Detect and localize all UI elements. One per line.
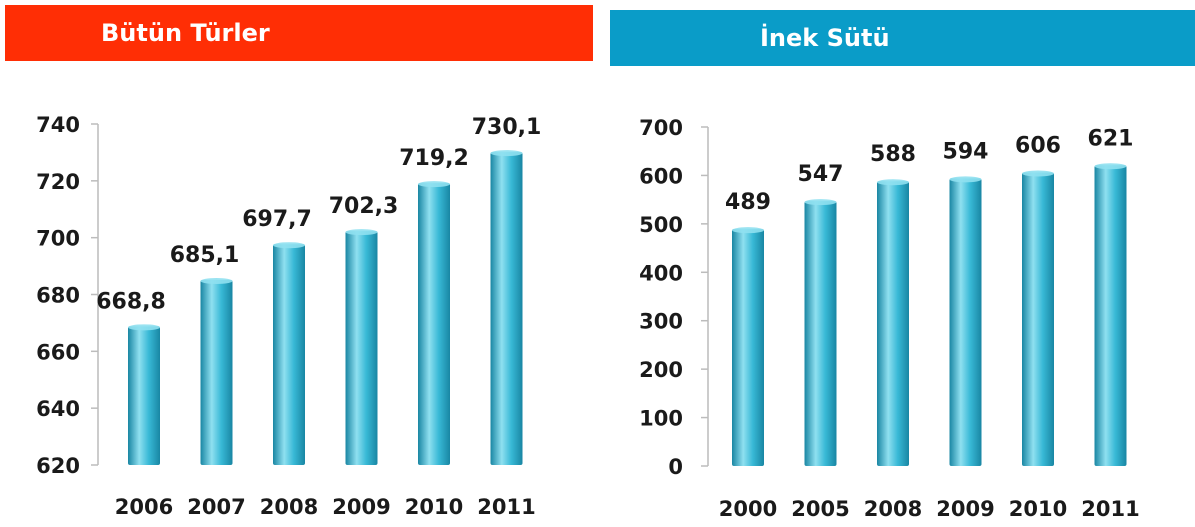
x-tick-label-2007: 2007 [187,495,245,519]
right-bar-chart: 0 100 200 300 400 500 600 700 489 2000 547 2005 588 2… [639,116,1140,521]
left-chart-panel: Bütün Türler 620 640 660 680 700 720 740 668,8 2… [5,5,593,519]
data-label-2010: 719,2 [399,146,469,171]
bar-2007 [200,280,233,465]
x-tick-label-2011: 2011 [477,495,535,519]
y-tick-label: 740 [36,113,80,137]
bar-top-cap [418,181,450,188]
x-tick-label-2010: 2010 [405,495,463,519]
y-tick-label: 700 [36,227,80,251]
y-tick-label: 700 [639,116,683,140]
y-tick-label: 640 [36,397,80,421]
data-label-2008: 588 [870,142,916,167]
y-tick-label: 500 [639,213,683,237]
x-tick-label-2006: 2006 [115,495,173,519]
bar-2008 [273,244,305,465]
data-label-2009: 594 [943,139,989,164]
bar-2006 [128,326,160,465]
bar-2011 [1094,165,1127,466]
bar-top-cap [1094,163,1127,170]
bar-top-cap [200,278,233,285]
bar-top-cap [128,324,160,331]
x-tick-label-2010: 2010 [1009,497,1067,521]
bar-top-cap [949,176,982,183]
y-tick-label: 0 [668,455,683,479]
bar-top-cap [273,242,305,249]
bar-top-cap [1022,170,1054,177]
data-label-2009: 702,3 [329,194,399,219]
right-chart-panel: İnek Sütü 0 100 200 300 400 500 600 700 489 2000 5… [598,0,1195,527]
x-tick-label-2009: 2009 [332,495,390,519]
x-tick-label-2011: 2011 [1081,497,1139,521]
bar-top-cap [732,227,764,234]
data-label-2011: 730,1 [472,115,542,140]
x-tick-label-2008: 2008 [864,497,922,521]
y-tick-label: 720 [36,170,80,194]
x-tick-label-2000: 2000 [719,497,777,521]
y-tick-label: 300 [639,310,683,334]
bar-2009 [345,231,378,465]
bar-2011 [490,152,523,465]
bar-2008 [877,181,909,467]
x-tick-label-2008: 2008 [260,495,318,519]
y-tick-label: 200 [639,358,683,382]
y-tick-label: 660 [36,340,80,364]
bar-top-cap [877,179,909,186]
bar-2010 [418,183,450,465]
bar-top-cap [490,150,523,157]
left-chart-title: Bütün Türler [5,5,593,61]
right-chart-title: İnek Sütü [610,10,1195,66]
y-tick-label: 600 [639,164,683,188]
x-tick-label-2009: 2009 [936,497,994,521]
data-label-2010: 606 [1015,134,1061,159]
y-tick-label: 680 [36,284,80,308]
data-label-2006: 668,8 [96,289,166,314]
data-label-2005: 547 [798,162,844,187]
bar-2005 [804,201,837,467]
data-label-2011: 621 [1088,126,1134,151]
bar-top-cap [804,199,837,206]
x-tick-label-2005: 2005 [791,497,849,521]
bar-top-cap [345,229,378,236]
data-label-2000: 489 [725,190,771,215]
y-tick-label: 620 [36,454,80,478]
y-tick-label: 400 [639,261,683,285]
left-bar-chart: 620 640 660 680 700 720 740 668,8 2006 685,1 2007 6… [36,113,542,519]
bar-2009 [949,178,982,466]
y-tick-label: 100 [639,407,683,431]
bar-2000 [732,229,764,466]
data-label-2008: 697,7 [242,207,312,232]
data-label-2007: 685,1 [170,243,240,268]
bar-2010 [1022,172,1054,466]
